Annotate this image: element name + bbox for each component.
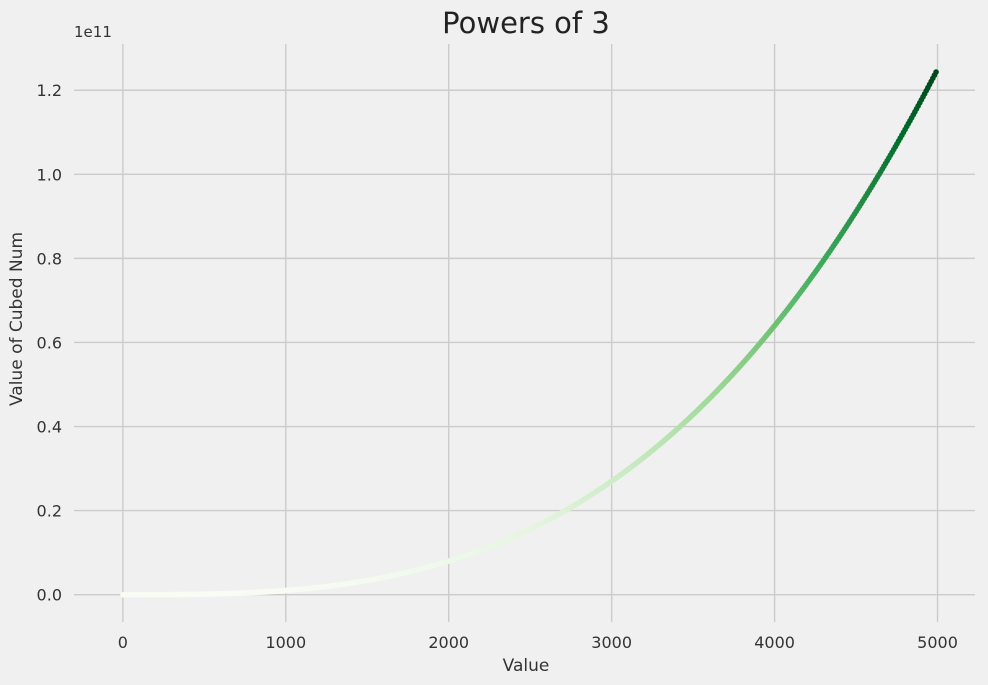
x-tick-label: 0 bbox=[118, 633, 128, 652]
y-offset-text: 1e11 bbox=[74, 23, 112, 41]
x-tick-label: 2000 bbox=[428, 633, 469, 652]
x-tick-label: 4000 bbox=[754, 633, 795, 652]
y-tick-label: 0.8 bbox=[37, 249, 62, 268]
x-tick-label: 3000 bbox=[591, 633, 632, 652]
x-tick-label: 5000 bbox=[917, 633, 958, 652]
y-tick-label: 0.4 bbox=[37, 418, 62, 437]
x-tick-label: 1000 bbox=[265, 633, 306, 652]
x-tick-labels: 0 1000 2000 3000 4000 5000 bbox=[118, 633, 958, 652]
y-tick-label: 1.0 bbox=[37, 165, 62, 184]
y-tick-label: 0.6 bbox=[37, 333, 62, 352]
chart-title: Powers of 3 bbox=[442, 6, 610, 40]
data-point bbox=[933, 69, 939, 75]
x-axis-label: Value bbox=[503, 656, 550, 676]
data-series bbox=[120, 69, 939, 598]
y-tick-label: 1.2 bbox=[37, 81, 62, 100]
y-tick-label: 0.0 bbox=[37, 586, 62, 605]
y-axis-label: Value of Cubed Num bbox=[7, 232, 27, 406]
y-tick-label: 0.2 bbox=[37, 502, 62, 521]
y-tick-labels: 0.0 0.2 0.4 0.6 0.8 1.0 1.2 bbox=[37, 81, 62, 604]
